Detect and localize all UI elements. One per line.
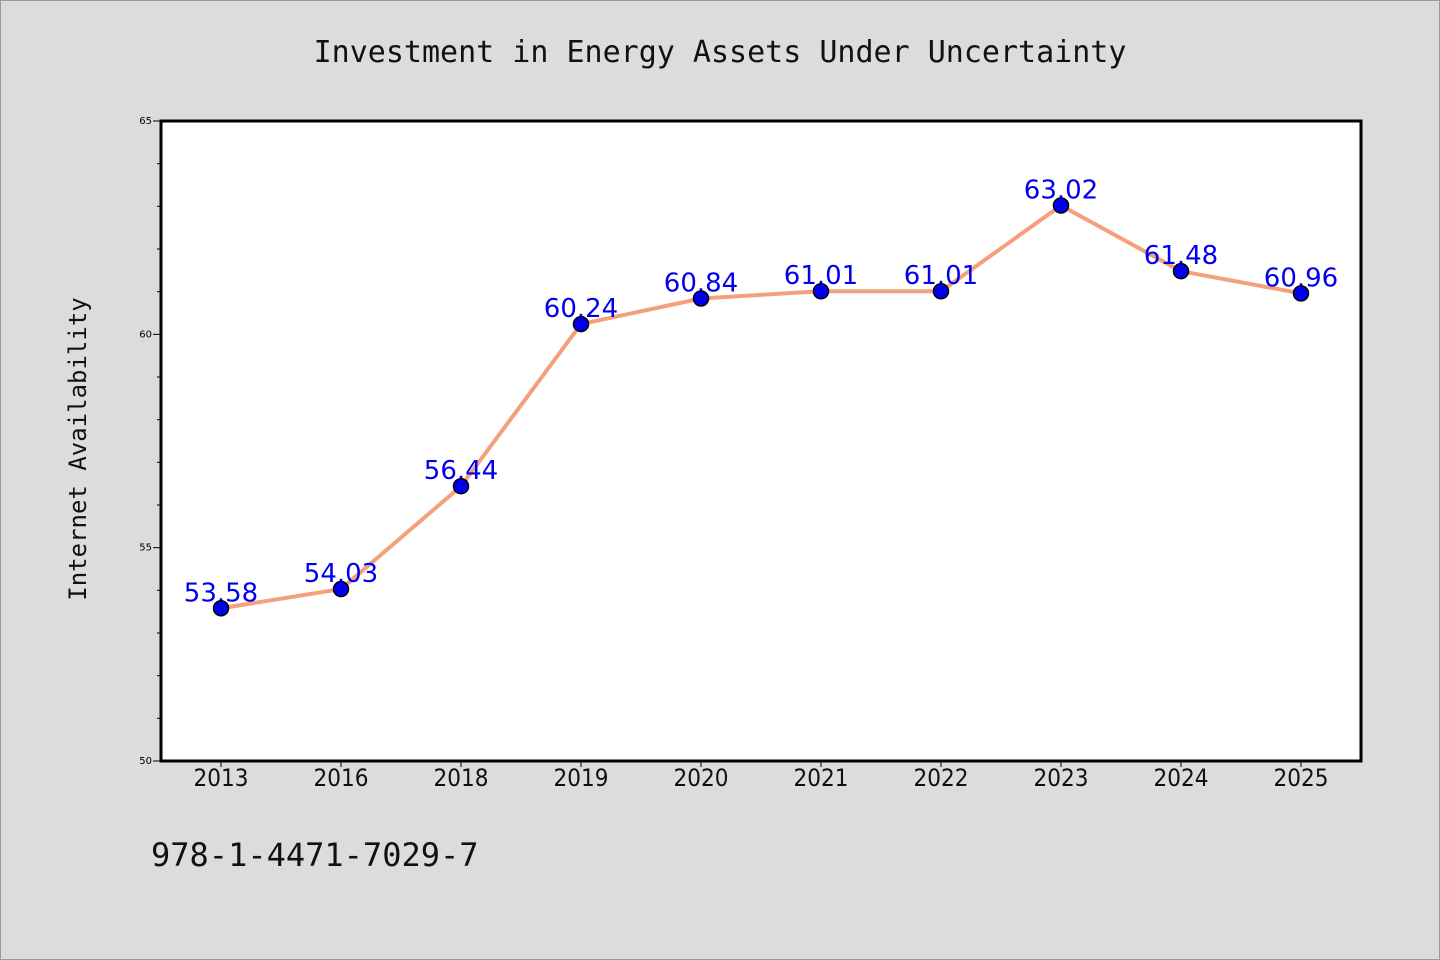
y-tick-label: 60 [139, 329, 152, 340]
footer-code: 978-1-4471-7029-7 [151, 836, 479, 874]
chart-title: Investment in Energy Assets Under Uncert… [313, 35, 1127, 70]
x-tick-label: 2021 [794, 764, 849, 792]
y-tick-label: 55 [139, 543, 152, 554]
data-point [1172, 262, 1190, 280]
data-point [212, 600, 230, 617]
data-point [932, 282, 950, 300]
x-tick-label: 2025 [1274, 764, 1329, 792]
series-line [219, 203, 1303, 611]
data-point [1052, 197, 1070, 214]
plot-frame [159, 119, 1363, 763]
data-point [692, 290, 710, 307]
data-point [452, 477, 470, 495]
x-tick-label: 2016 [314, 764, 369, 792]
x-tick-label: 2018 [434, 764, 489, 792]
plot-background [161, 121, 1361, 761]
y-tick-label: 50 [139, 756, 152, 767]
x-tick-label: 2019 [554, 764, 609, 792]
data-point [1292, 285, 1310, 302]
x-tick-label: 2020 [674, 764, 729, 792]
data-point [332, 580, 350, 598]
x-tick-label: 2024 [1154, 764, 1209, 792]
data-point [812, 282, 830, 300]
x-tick-label: 2013 [194, 764, 249, 792]
x-tick-label: 2023 [1034, 764, 1089, 792]
y-tick-label: 65 [139, 116, 152, 127]
data-point [572, 315, 590, 333]
x-tick-label: 2022 [914, 764, 969, 792]
